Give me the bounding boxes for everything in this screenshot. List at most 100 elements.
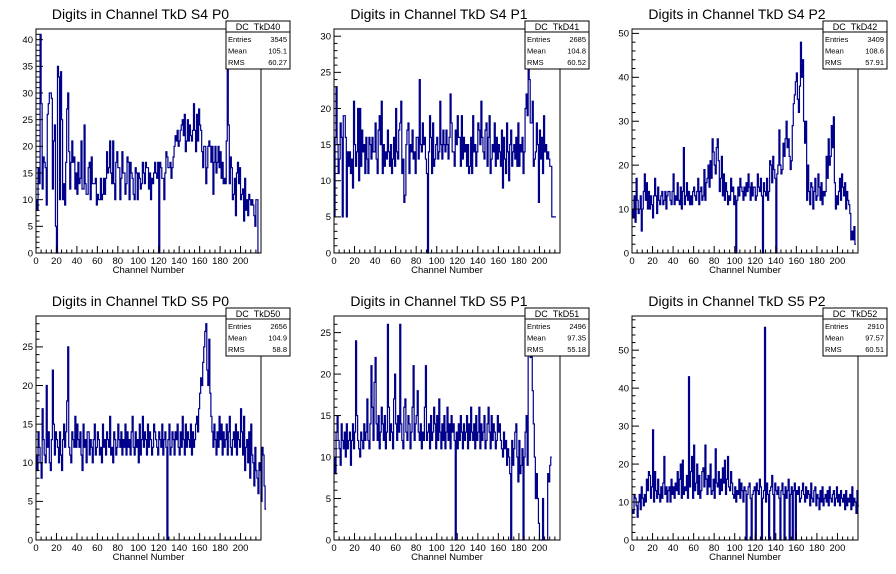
chart-title: Digits in Channel TkD S5 P0 [52,293,229,309]
y-tick-label: 0 [28,535,33,546]
y-tick-label: 0 [326,248,331,259]
y-tick-label: 20 [618,160,629,171]
x-tick-label: 100 [130,543,146,554]
stats-value: 58.8 [272,345,287,354]
x-tick-label: 40 [72,543,83,554]
y-tick-label: 0 [624,248,629,259]
x-tick-label: 120 [151,543,167,554]
stats-box: DC_TkD42 Entries 3409 Mean 108.6 RMS 57.91 [822,20,888,70]
stats-label: Entries [825,322,849,331]
x-tick-label: 20 [51,543,62,554]
x-tick-label: 80 [113,256,124,267]
x-tick-label: 200 [830,256,846,267]
y-tick-label: 0 [326,535,331,546]
y-tick-label: 25 [320,328,331,339]
x-axis-label: Channel Number [113,552,185,563]
x-tick-label: 20 [349,256,360,267]
x-tick-label: 100 [429,256,445,267]
x-tick-label: 0 [33,256,38,267]
x-tick-label: 200 [532,543,548,554]
y-tick-label: 10 [320,176,331,187]
stats-box-frame [524,307,590,357]
y-tick-label: 15 [320,411,331,422]
x-tick-label: 80 [709,543,720,554]
y-tick-label: 20 [320,104,331,115]
x-tick-label: 140 [470,256,486,267]
chart-title: Digits in Channel TkD S4 P2 [648,6,825,22]
stats-label: Entries [527,35,551,44]
stats-box: DC_TkD40 Entries 3545 Mean 105.1 RMS 60.27 [225,20,291,70]
x-tick-label: 140 [470,543,486,554]
y-tick-label: 20 [22,142,33,153]
x-tick-label: 80 [411,256,422,267]
stats-label: Mean [228,334,247,343]
y-tick-label: 20 [320,369,331,380]
x-tick-label: 180 [809,256,825,267]
stats-value: 3409 [867,35,884,44]
stats-box-name: DC_TkD51 [535,309,580,319]
histogram-line [632,41,856,254]
stats-value: 60.52 [567,58,586,67]
x-axis-label: Channel Number [113,265,185,276]
x-tick-label: 200 [233,256,249,267]
y-tick-label: 0 [28,248,33,259]
y-tick-label: 0 [624,535,629,546]
stats-value: 2910 [867,322,884,331]
y-tick-label: 25 [22,115,33,126]
x-tick-label: 120 [747,543,763,554]
stats-box: DC_TkD51 Entries 2496 Mean 97.35 RMS 55.18 [524,307,590,357]
x-tick-label: 140 [171,543,187,554]
y-tick-label: 35 [22,62,33,73]
stats-value: 57.91 [865,58,884,67]
x-tick-label: 60 [92,256,103,267]
x-tick-label: 20 [647,543,658,554]
stats-box-frame [822,20,888,70]
histogram-panel-3: 0 20 40 60 80 100 120 140 160 180 200 0 5 10 15 20 25 Dig… [22,293,291,563]
x-tick-label: 0 [331,543,336,554]
stats-value: 104.9 [268,334,287,343]
x-tick-label: 100 [727,256,743,267]
y-tick-label: 30 [320,32,331,43]
stats-box-name: DC_TkD41 [535,22,580,32]
y-tick-label: 30 [22,88,33,99]
x-tick-label: 120 [449,256,465,267]
y-tick-label: 15 [320,140,331,151]
x-tick-label: 180 [212,256,228,267]
y-tick-label: 10 [22,195,33,206]
x-tick-label: 60 [92,543,103,554]
stats-label: RMS [527,58,544,67]
x-tick-label: 0 [33,543,38,554]
stats-value: 2656 [270,322,287,331]
stats-value: 104.8 [567,47,586,56]
x-tick-label: 120 [449,543,465,554]
x-axis-label: Channel Number [709,265,781,276]
x-axis-label: Channel Number [411,265,483,276]
y-tick-label: 20 [22,381,33,392]
histogram-line [36,33,259,254]
stats-value: 2496 [569,322,586,331]
x-tick-label: 160 [788,256,804,267]
x-tick-label: 140 [171,256,187,267]
histogram-panel-5: 0 20 40 60 80 100 120 140 160 180 200 0 10 20 30 40 50 Di… [618,293,888,563]
stats-label: RMS [228,345,245,354]
x-tick-label: 200 [830,543,846,554]
y-tick-label: 30 [618,117,629,128]
histogram-line [36,323,267,541]
stats-label: Entries [228,322,252,331]
y-tick-label: 5 [326,212,331,223]
chart-title: Digits in Channel TkD S4 P0 [52,6,229,22]
stats-value: 105.1 [268,47,287,56]
stats-box-name: DC_TkD40 [236,22,281,32]
x-tick-label: 80 [709,256,720,267]
stats-value: 3545 [270,35,287,44]
x-tick-label: 40 [72,256,83,267]
chart-title: Digits in Channel TkD S5 P1 [350,293,527,309]
x-tick-label: 60 [688,543,699,554]
x-tick-label: 40 [370,543,381,554]
y-tick-label: 40 [22,35,33,46]
x-tick-label: 60 [688,256,699,267]
x-tick-label: 40 [668,256,679,267]
y-tick-label: 40 [618,383,629,394]
x-tick-label: 0 [629,256,634,267]
